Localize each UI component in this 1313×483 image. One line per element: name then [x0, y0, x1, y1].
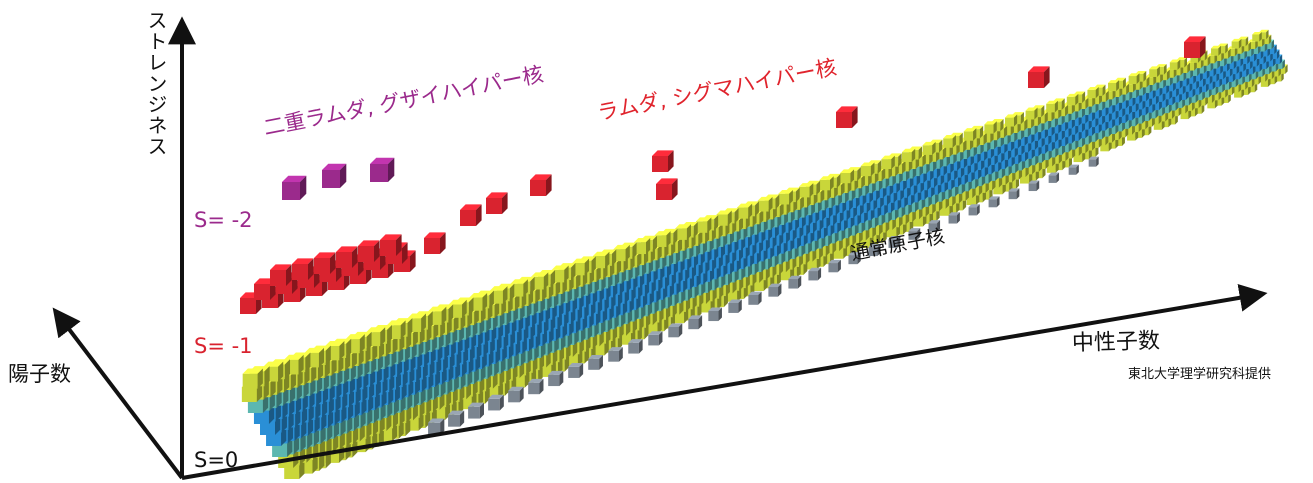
nuclide-cube [922, 141, 936, 155]
hypernucleus-cube [1184, 36, 1206, 58]
nuclide-cube [675, 224, 691, 240]
nuclide-cube [1087, 86, 1099, 99]
hypernucleus-cube [656, 178, 678, 200]
boundary-nuclide-cube [1028, 180, 1040, 192]
nuclide-cube [1169, 59, 1181, 70]
nuclide-cube [757, 196, 773, 212]
nuclide-cube [634, 238, 651, 255]
boundary-nuclide-cube [868, 243, 881, 257]
strangeness-level-0: S=0 [194, 448, 239, 472]
boundary-nuclide-cube [588, 355, 603, 370]
hypernuclei-s2 [282, 157, 395, 200]
hypernucleus-cube [486, 192, 508, 214]
boundary-nuclide-cube [528, 378, 544, 395]
boundary-nuclide-cube [1088, 156, 1099, 167]
boundary-nuclide-cube [448, 410, 465, 427]
nuclide-cube [901, 148, 916, 162]
nuclide-cube [1252, 32, 1262, 42]
boundary-nuclide-cube [988, 196, 1000, 208]
boundary-nuclide-cube [1068, 164, 1079, 175]
nuclide-cube [943, 135, 956, 148]
boundary-nuclei [428, 156, 1099, 435]
nuclide-cube [1149, 66, 1160, 77]
boundary-nuclide-cube [928, 220, 941, 232]
hypernucleus-cube [292, 258, 314, 280]
proton-axis-label: 陽子数 [8, 362, 71, 386]
boundary-nuclide-cube [488, 394, 504, 411]
boundary-nuclide-cube [748, 291, 762, 305]
hypernucleus-cube [836, 106, 858, 128]
boundary-nuclide-cube [1048, 172, 1060, 183]
nuclide-cube [819, 176, 834, 191]
boundary-nuclide-cube [628, 339, 643, 354]
nuclide-cube [716, 210, 732, 226]
boundary-nuclide-cube [508, 386, 524, 403]
neutron-axis [181, 283, 1268, 480]
neutron-axis-label: 中性子数 [1071, 328, 1161, 357]
boundary-nuclide-cube [648, 331, 663, 346]
double-hypernucleus-cube [282, 175, 307, 200]
nuclide-cube [695, 217, 712, 233]
nuclide-cube [798, 183, 814, 198]
nuclide-cube [984, 121, 997, 134]
nuclide-band [241, 29, 1288, 479]
boundary-nuclide-cube [808, 267, 822, 281]
nuclide-cube [860, 162, 875, 177]
nuclide-cube [1108, 80, 1120, 92]
nuclide-cube [242, 368, 263, 389]
hypernucleus-cube [358, 240, 380, 262]
nuclide-cube [1004, 114, 1018, 127]
strangeness-level-minus2: S= -2 [194, 208, 253, 232]
hypernuclei-s1 [240, 36, 1206, 314]
boundary-nuclide-cube [888, 236, 901, 248]
boundary-nuclide-cube [668, 323, 683, 338]
nuclide-cube [654, 231, 671, 247]
boundary-nuclide-cube [788, 275, 802, 289]
image-credit: 東北大学理学研究科提供 [1128, 367, 1272, 382]
nuclide-cube [613, 244, 630, 262]
nuclide-cube [1231, 38, 1242, 49]
nuclide-cube [1128, 73, 1140, 85]
nuclide-cube [881, 155, 895, 170]
boundary-nuclide-cube [608, 347, 623, 362]
boundary-nuclide-cube [848, 251, 861, 265]
strangeness-axis-label: ストレンジネス [144, 10, 168, 157]
boundary-nuclide-cube [968, 204, 980, 216]
proton-axis [52, 307, 184, 480]
hypernucleus-cube [652, 150, 674, 172]
hypernucleus-cube [270, 264, 292, 286]
boundary-nuclide-cube [468, 402, 484, 419]
nuclide-cube [1211, 45, 1221, 56]
boundary-nuclide-cube [568, 362, 584, 378]
nuclide-cube [592, 251, 610, 269]
boundary-nuclide-cube [828, 259, 841, 273]
nuclide-cube [737, 203, 753, 219]
nuclide-cube [1046, 100, 1058, 113]
strangeness-level-minus1: S= -1 [194, 334, 253, 358]
hypernucleus-cube [336, 246, 358, 268]
boundary-nuclide-cube [768, 283, 782, 297]
double-hypernucleus-cube [370, 157, 395, 182]
boundary-nuclide-cube [548, 370, 564, 387]
nuclide-cube [1025, 107, 1038, 120]
hypernucleus-cube [460, 204, 482, 226]
boundary-nuclide-cube [688, 315, 703, 330]
boundary-nuclide-cube [708, 307, 722, 322]
nuclide-cube [778, 189, 793, 205]
hypernucleus-cube [424, 232, 446, 254]
hypernucleus-cube [314, 252, 336, 274]
boundary-nuclide-cube [908, 228, 921, 240]
double-hypernucleus-cube [322, 163, 347, 188]
hypernucleus-cube [530, 174, 552, 196]
boundary-nuclide-cube [728, 299, 742, 313]
nuclide-cube [1066, 93, 1079, 106]
nuclide-cube [963, 128, 977, 141]
boundary-nuclide-cube [948, 212, 960, 224]
boundary-nuclide-cube [428, 418, 445, 435]
hypernucleus-cube [380, 234, 402, 256]
boundary-nuclide-cube [1008, 188, 1020, 200]
hypernucleus-cube [1028, 66, 1050, 88]
nuclide-cube [840, 169, 855, 184]
